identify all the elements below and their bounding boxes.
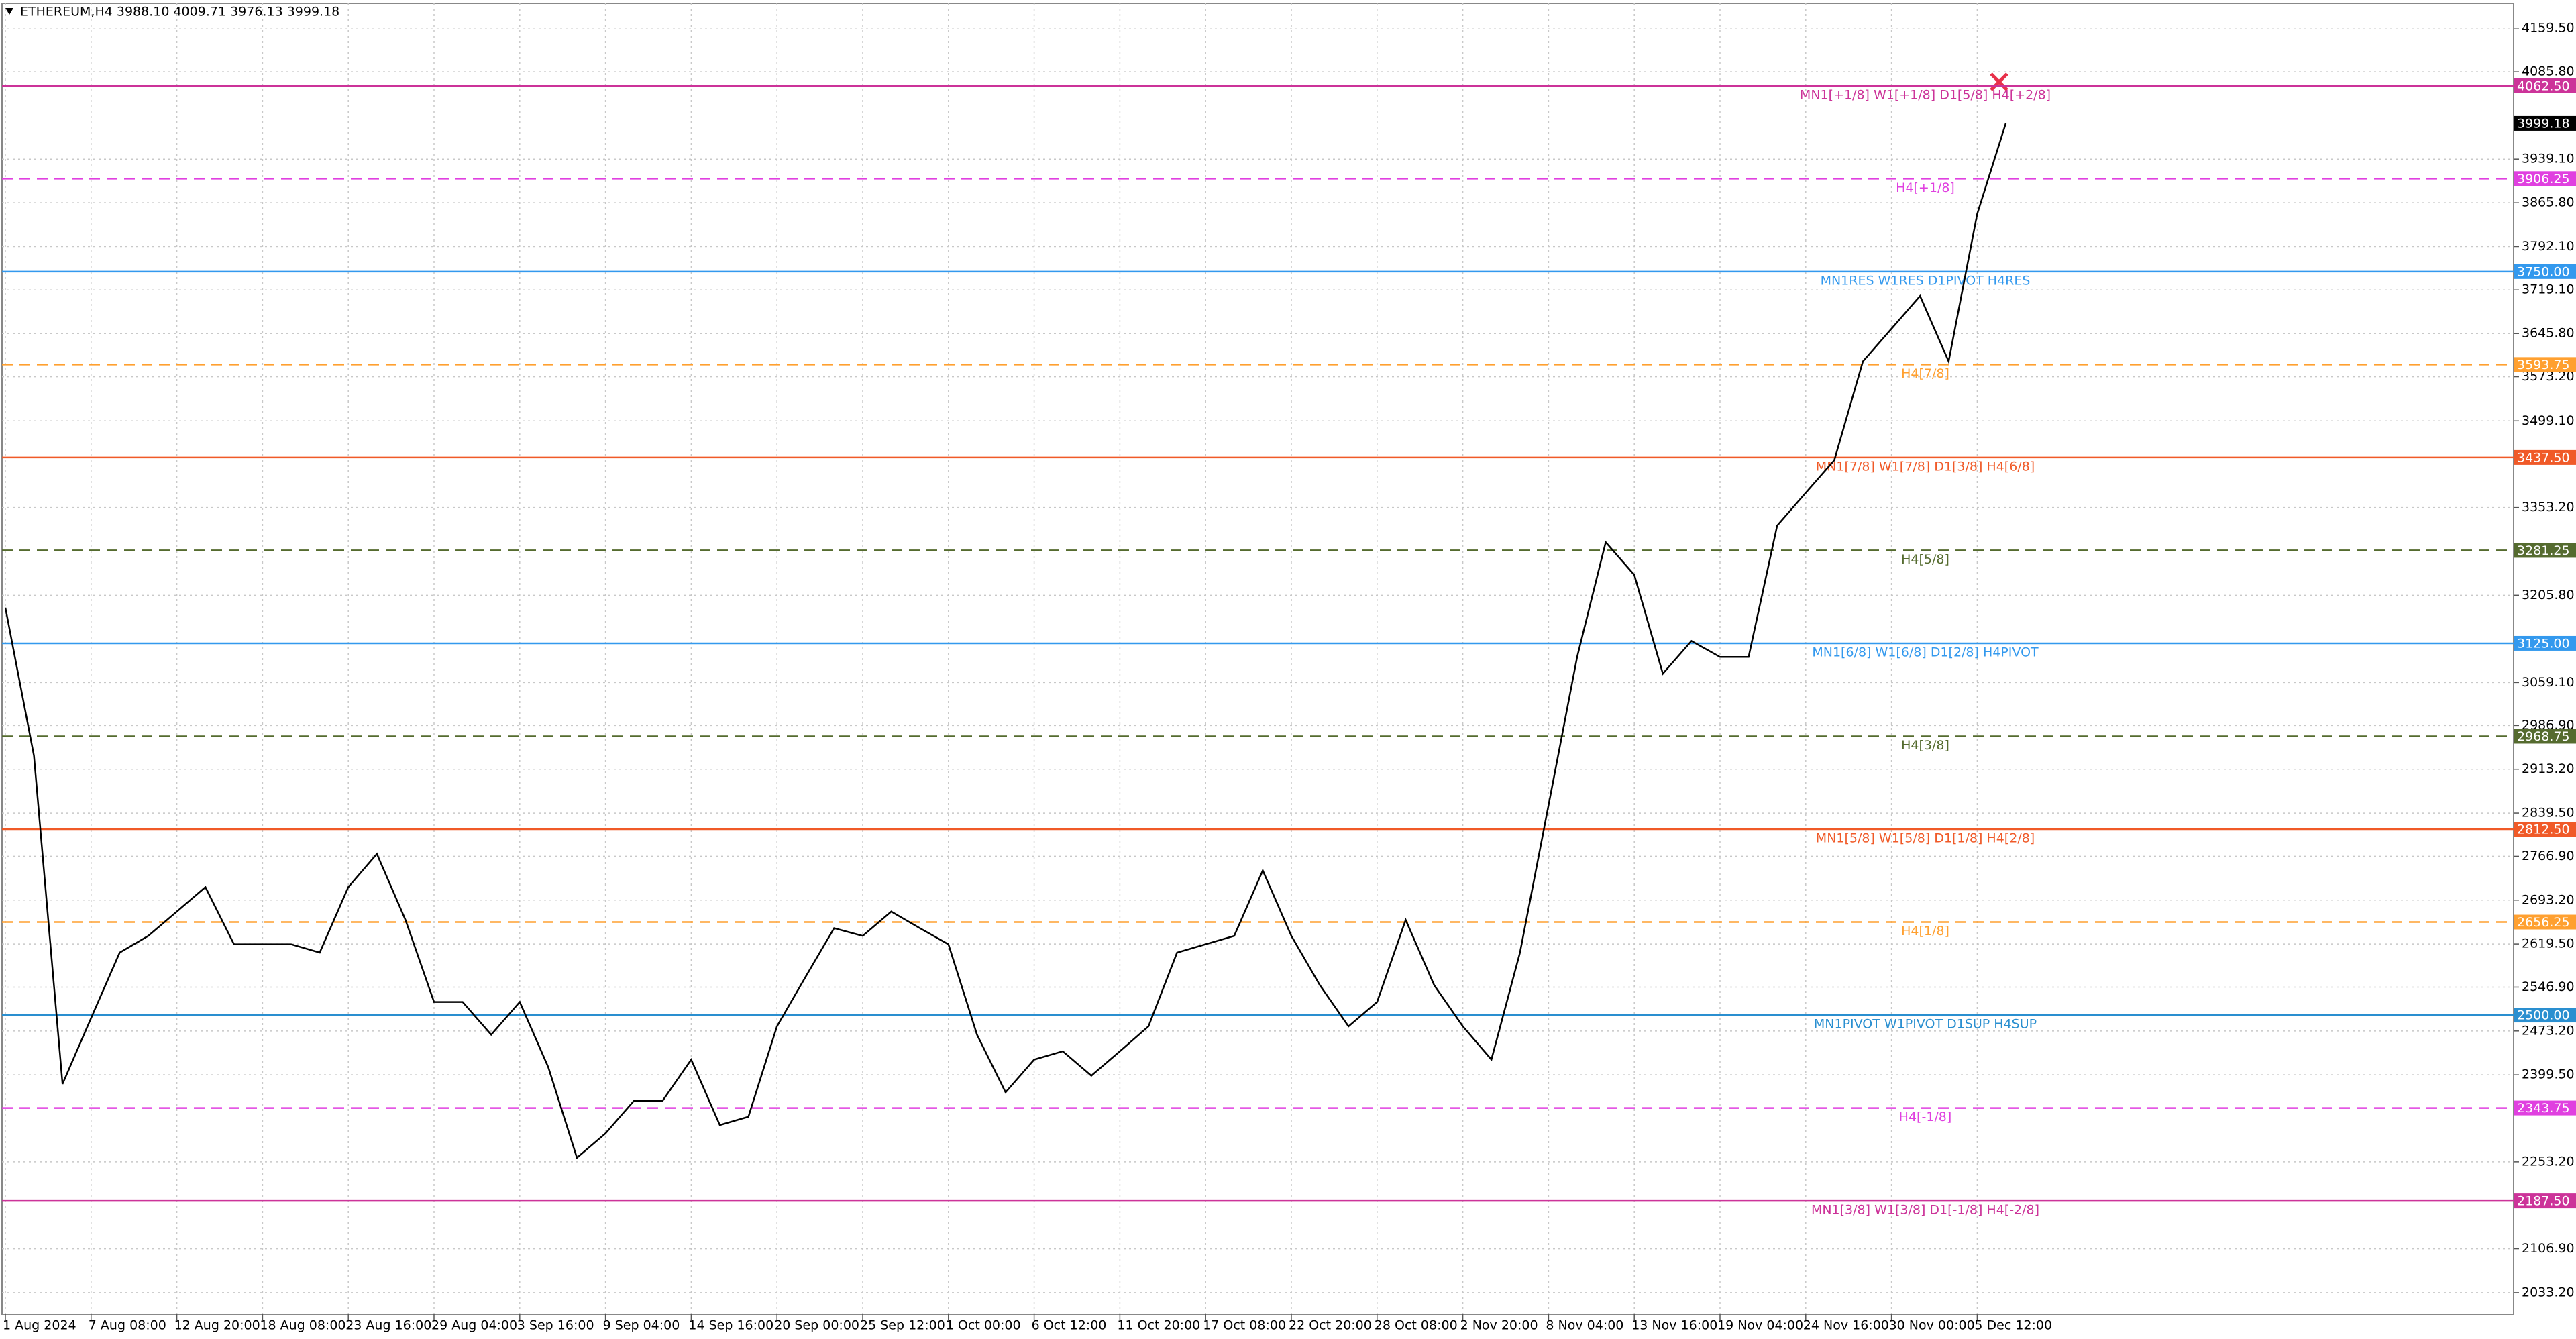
plot-frame: [1, 3, 2514, 1315]
y-tick-label: 2766.90: [2522, 849, 2575, 863]
last-price-label: 3999.18: [2517, 116, 2570, 131]
level-tag-bg: [2514, 264, 2576, 279]
level-tag-bg: [2514, 357, 2576, 372]
y-tick-label: 3353.20: [2522, 500, 2575, 515]
x-tick-label: 11 Oct 20:00: [1117, 1318, 1200, 1333]
x-tick-label: 24 Nov 16:00: [1803, 1318, 1889, 1333]
level-tag: 2500.00: [2517, 1008, 2570, 1023]
price-line: [4, 123, 2007, 1159]
x-tick-label: 3 Sep 16:00: [517, 1318, 594, 1333]
y-tick-label: 3719.10: [2522, 282, 2575, 297]
level-tag-bg: [2514, 171, 2576, 186]
y-tick-label: 2253.20: [2522, 1154, 2575, 1169]
level-tag-bg: [2514, 1193, 2576, 1209]
y-tick-label: 3865.80: [2522, 195, 2575, 210]
y-tick-label: 3792.10: [2522, 239, 2575, 254]
level-tag: 2343.75: [2517, 1101, 2570, 1116]
y-tick-label: 3939.10: [2522, 152, 2575, 166]
y-tick-label: 2399.50: [2522, 1067, 2575, 1082]
level-text: H4[7/8]: [1901, 366, 1949, 381]
level-tag: 3437.50: [2517, 450, 2570, 465]
level-tag-bg: [2514, 1008, 2576, 1023]
x-tick-label: 9 Sep 04:00: [603, 1318, 680, 1333]
level-tag: 2812.50: [2517, 822, 2570, 837]
level-tag: 2187.50: [2517, 1194, 2570, 1209]
y-tick-label: 3573.20: [2522, 369, 2575, 384]
x-tick-label: 29 Aug 04:00: [431, 1318, 517, 1333]
y-tick-label: 3205.80: [2522, 588, 2575, 602]
level-tag-bg: [2514, 822, 2576, 837]
x-tick-label: 18 Aug 08:00: [260, 1318, 345, 1333]
x-tick-label: 20 Sep 00:00: [774, 1318, 859, 1333]
y-tick-label: 2839.50: [2522, 806, 2575, 820]
x-tick-label: 22 Oct 20:00: [1289, 1318, 1372, 1333]
x-tick-label: 6 Oct 12:00: [1032, 1318, 1107, 1333]
level-text: MN1[7/8] W1[7/8] D1[3/8] H4[6/8]: [1816, 459, 2035, 474]
y-tick-label: 2546.90: [2522, 979, 2575, 994]
x-tick-label: 14 Sep 16:00: [688, 1318, 773, 1333]
level-text: MN1[5/8] W1[5/8] D1[1/8] H4[2/8]: [1816, 831, 2035, 846]
y-tick-label: 2913.20: [2522, 761, 2575, 776]
y-tick-label: 4159.50: [2522, 20, 2575, 35]
level-text: MN1[6/8] W1[6/8] D1[2/8] H4PIVOT: [1812, 645, 2039, 659]
x-tick-label: 1 Oct 00:00: [946, 1318, 1021, 1333]
y-tick-label: 2033.20: [2522, 1285, 2575, 1299]
level-tag: 3750.00: [2517, 264, 2570, 279]
y-tick-label: 2473.20: [2522, 1023, 2575, 1038]
level-tag: 3125.00: [2517, 636, 2570, 651]
y-tick-label: 2693.20: [2522, 892, 2575, 907]
menu-arrow[interactable]: [5, 8, 13, 15]
x-tick-label: 8 Nov 04:00: [1546, 1318, 1623, 1333]
level-tag: 3906.25: [2517, 172, 2570, 186]
level-tag-bg: [2514, 1100, 2576, 1116]
level-text: H4[3/8]: [1901, 738, 1949, 753]
marker-cross: [1990, 72, 2008, 91]
level-text: MN1PIVOT W1PIVOT D1SUP H4SUP: [1814, 1017, 2037, 1032]
level-tag-bg: [2514, 78, 2576, 93]
level-text: MN1[+1/8] W1[+1/8] D1[5/8] H4[+2/8]: [1800, 87, 2051, 102]
x-tick-label: 5 Dec 12:00: [1974, 1318, 2052, 1333]
y-tick-label: 2619.50: [2522, 936, 2575, 951]
chart-title: ETHEREUM,H4 3988.10 4009.71 3976.13 3999…: [20, 5, 339, 19]
y-tick-label: 3499.10: [2522, 413, 2575, 428]
level-text: H4[1/8]: [1901, 924, 1949, 939]
level-tag: 3593.75: [2517, 358, 2570, 372]
level-text: H4[-1/8]: [1899, 1110, 1952, 1124]
last-price-bg: [2514, 115, 2576, 131]
level-text: MN1RES W1RES D1PIVOT H4RES: [1821, 273, 2031, 288]
x-tick-label: 28 Oct 08:00: [1375, 1318, 1458, 1333]
level-tag-bg: [2514, 729, 2576, 744]
level-tag-bg: [2514, 635, 2576, 651]
level-tag: 4062.50: [2517, 78, 2570, 93]
y-tick-label: 3645.80: [2522, 326, 2575, 341]
level-tag-bg: [2514, 543, 2576, 558]
x-tick-label: 1 Aug 2024: [3, 1318, 76, 1333]
y-tick-label: 3059.10: [2522, 675, 2575, 690]
x-tick-label: 25 Sep 12:00: [860, 1318, 945, 1333]
level-text: MN1[3/8] W1[3/8] D1[-1/8] H4[-2/8]: [1811, 1203, 2039, 1218]
level-tag-bg: [2514, 449, 2576, 465]
x-tick-label: 17 Oct 08:00: [1203, 1318, 1286, 1333]
x-tick-label: 7 Aug 08:00: [89, 1318, 166, 1333]
x-tick-label: 2 Nov 20:00: [1460, 1318, 1538, 1333]
x-tick-label: 19 Nov 04:00: [1717, 1318, 1803, 1333]
x-tick-label: 23 Aug 16:00: [345, 1318, 431, 1333]
x-tick-label: 30 Nov 00:00: [1889, 1318, 1975, 1333]
level-tag: 2968.75: [2517, 729, 2570, 744]
level-text: H4[5/8]: [1901, 552, 1949, 567]
level-tag: 3281.25: [2517, 543, 2570, 558]
level-tag-bg: [2514, 914, 2576, 930]
y-tick-label: 2106.90: [2522, 1241, 2575, 1256]
x-tick-label: 13 Nov 16:00: [1631, 1318, 1717, 1333]
level-tag: 2656.25: [2517, 915, 2570, 930]
y-tick-label: 2986.90: [2522, 718, 2575, 733]
y-tick-label: 4085.80: [2522, 64, 2575, 79]
x-tick-label: 12 Aug 20:00: [174, 1318, 260, 1333]
level-text: H4[+1/8]: [1896, 180, 1955, 195]
